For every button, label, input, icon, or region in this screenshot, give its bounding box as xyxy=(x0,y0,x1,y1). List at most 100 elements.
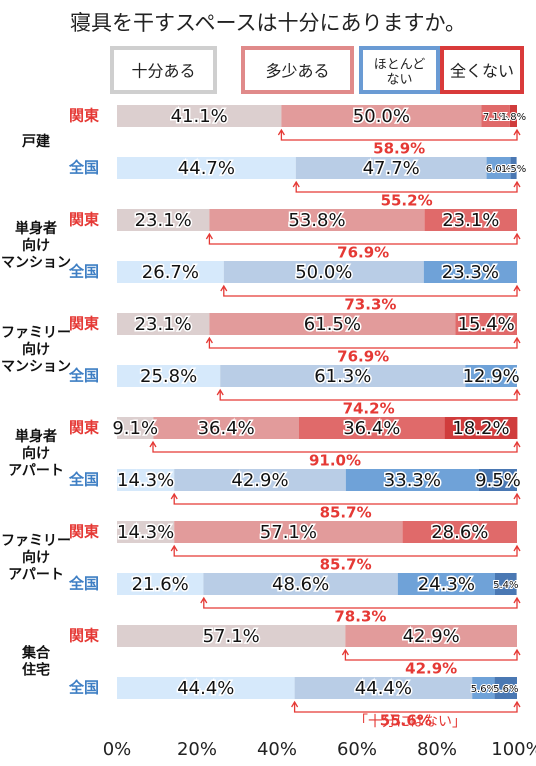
x-tick-label: 100% xyxy=(491,739,536,760)
data-label: 9.5% xyxy=(475,470,521,491)
group-label: ファミリー向けアパート xyxy=(1,533,71,583)
bar-segment xyxy=(402,521,517,543)
legend-label: 多少ある xyxy=(265,62,329,81)
row-label: 関東 xyxy=(69,523,99,541)
bracket xyxy=(208,234,518,245)
data-label: 47.7% xyxy=(363,158,420,179)
x-tick-label: 80% xyxy=(417,739,457,760)
bracket-arrow xyxy=(149,440,157,448)
row-label: 関東 xyxy=(69,107,99,125)
bar-segment xyxy=(209,313,456,335)
data-label: 28.6% xyxy=(431,522,488,543)
data-label: 5.6% xyxy=(493,684,518,695)
bracket xyxy=(344,650,518,661)
bar-segment xyxy=(444,417,518,439)
data-label: 36.4% xyxy=(198,418,255,439)
row-label: 全国 xyxy=(68,471,99,489)
bar-segment xyxy=(117,469,175,491)
bracket-arrow xyxy=(170,544,178,552)
bar-segment xyxy=(455,313,517,335)
bracket-arrow xyxy=(513,180,521,188)
data-label: 44.7% xyxy=(178,158,235,179)
row-label: 関東 xyxy=(69,419,99,437)
data-label: 18.2% xyxy=(452,418,509,439)
bar-segment xyxy=(294,677,473,699)
data-label: 1.8% xyxy=(501,112,526,123)
data-label: 23.1% xyxy=(135,314,192,335)
data-label: 36.4% xyxy=(343,418,400,439)
bar-segment xyxy=(117,573,204,595)
data-label: 57.1% xyxy=(203,626,260,647)
data-label: 61.3% xyxy=(314,366,371,387)
bracket-arrow xyxy=(291,700,299,708)
data-label: 5.6% xyxy=(471,684,496,695)
data-label: 42.9% xyxy=(403,626,460,647)
data-label: 21.6% xyxy=(132,574,189,595)
bracket xyxy=(203,598,518,609)
group-label: 戸建 xyxy=(22,133,50,150)
data-label: 7.1% xyxy=(483,112,508,123)
chart-title: 寝具を干すスペースは十分にありますか。 xyxy=(70,11,466,35)
bracket xyxy=(173,494,518,505)
row-label: 関東 xyxy=(69,211,99,229)
bracket xyxy=(208,338,518,349)
bracket-label: 55.2% xyxy=(381,192,433,210)
bar-segment xyxy=(174,521,403,543)
legend-label: 全くない xyxy=(450,62,514,81)
bar-segment xyxy=(220,365,466,387)
data-label: 53.8% xyxy=(288,210,345,231)
bracket-arrow xyxy=(513,232,521,240)
bracket xyxy=(293,702,518,713)
bar-segment xyxy=(397,573,495,595)
bar-segment xyxy=(174,469,346,491)
bracket-label: 74.2% xyxy=(343,400,395,418)
bracket-arrow xyxy=(216,388,224,396)
bar-segment xyxy=(153,417,299,439)
bar-segment xyxy=(465,365,517,387)
bar-segment xyxy=(423,261,517,283)
caption: 「十分にはない」 xyxy=(354,714,466,730)
data-label: 50.0% xyxy=(295,262,352,283)
bracket-arrow xyxy=(513,440,521,448)
bracket-label: 42.9% xyxy=(405,660,457,678)
bracket-label: 85.7% xyxy=(320,504,372,522)
bracket-arrow xyxy=(513,648,521,656)
bar-segment xyxy=(345,625,517,647)
data-label: 23.3% xyxy=(442,262,499,283)
bar-segment xyxy=(117,105,282,127)
bracket xyxy=(152,442,518,453)
group-label: 単身者向けマンション xyxy=(1,220,71,271)
data-label: 24.3% xyxy=(418,574,475,595)
bracket-arrow xyxy=(200,596,208,604)
bar-segment xyxy=(510,157,517,179)
bar-segment xyxy=(117,209,210,231)
data-label: 26.7% xyxy=(142,262,199,283)
bar-segment xyxy=(299,417,445,439)
data-label: 14.3% xyxy=(117,522,174,543)
bracket-arrow xyxy=(513,284,521,292)
bracket-label: 55.6% xyxy=(380,712,432,730)
group-label: 集合住宅 xyxy=(21,645,51,679)
group-label: 単身者向けアパート xyxy=(8,428,64,479)
data-label: 61.5% xyxy=(304,314,361,335)
bar-segment xyxy=(486,157,511,179)
data-label: 41.1% xyxy=(171,106,228,127)
data-label: 57.1% xyxy=(260,522,317,543)
data-label: 14.3% xyxy=(117,470,174,491)
bracket-label: 58.9% xyxy=(373,140,425,158)
bracket-label: 76.9% xyxy=(337,348,389,366)
bracket-arrow xyxy=(513,336,521,344)
data-label: 44.4% xyxy=(177,678,234,699)
bar-segment xyxy=(117,417,154,439)
row-label: 全国 xyxy=(68,263,99,281)
data-label: 25.8% xyxy=(140,366,197,387)
data-label: 23.1% xyxy=(135,210,192,231)
row-label: 全国 xyxy=(68,679,99,697)
data-label: 9.1% xyxy=(112,418,158,439)
bracket-arrow xyxy=(341,648,349,656)
legend-box xyxy=(241,46,354,94)
legend-box xyxy=(440,46,524,94)
data-label: 12.9% xyxy=(463,366,520,387)
bracket-arrow xyxy=(205,232,213,240)
data-label: 44.4% xyxy=(355,678,412,699)
